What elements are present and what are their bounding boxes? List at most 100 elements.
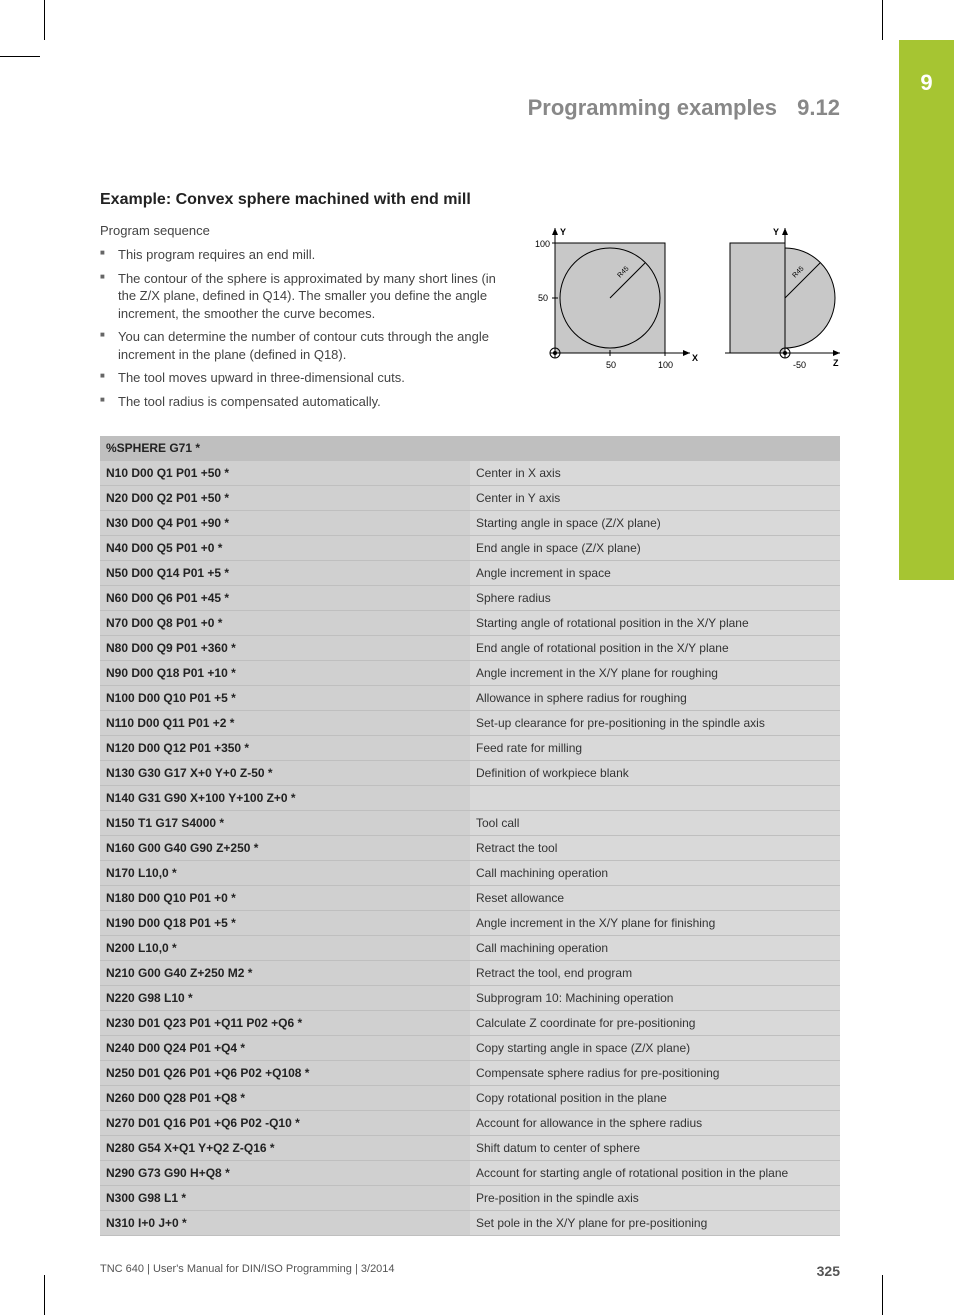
list-item: The tool radius is compensated automatic… <box>100 393 500 411</box>
header-section: 9.12 <box>797 95 840 120</box>
table-row: N80 D00 Q9 P01 +360 *End angle of rotati… <box>100 636 840 661</box>
code-cell: N40 D00 Q5 P01 +0 * <box>100 536 470 561</box>
table-row: N230 D01 Q23 P01 +Q11 P02 +Q6 *Calculate… <box>100 1011 840 1036</box>
table-row: N250 D01 Q26 P01 +Q6 P02 +Q108 *Compensa… <box>100 1061 840 1086</box>
desc-cell: Calculate Z coordinate for pre-positioni… <box>470 1011 840 1036</box>
desc-cell: Allowance in sphere radius for roughing <box>470 686 840 711</box>
desc-cell: Sphere radius <box>470 586 840 611</box>
page-number: 325 <box>817 1263 840 1279</box>
page-header: Programming examples 9.12 <box>100 95 840 121</box>
list-item: The contour of the sphere is approximate… <box>100 270 500 323</box>
table-row: N70 D00 Q8 P01 +0 *Starting angle of rot… <box>100 611 840 636</box>
crop-mark <box>44 1275 45 1315</box>
desc-cell: Account for allowance in the sphere radi… <box>470 1111 840 1136</box>
table-row: N170 L10,0 *Call machining operation <box>100 861 840 886</box>
table-row: N110 D00 Q11 P01 +2 *Set-up clearance fo… <box>100 711 840 736</box>
code-cell: N130 G30 G17 X+0 Y+0 Z-50 * <box>100 761 470 786</box>
table-row: N260 D00 Q28 P01 +Q8 *Copy rotational po… <box>100 1086 840 1111</box>
code-cell: N50 D00 Q14 P01 +5 * <box>100 561 470 586</box>
code-cell: N170 L10,0 * <box>100 861 470 886</box>
desc-cell: Center in X axis <box>470 461 840 486</box>
desc-cell: Set pole in the X/Y plane for pre-positi… <box>470 1211 840 1236</box>
desc-cell: Shift datum to center of sphere <box>470 1136 840 1161</box>
code-cell: N250 D01 Q26 P01 +Q6 P02 +Q108 * <box>100 1061 470 1086</box>
desc-cell: Copy starting angle in space (Z/X plane) <box>470 1036 840 1061</box>
svg-text:100: 100 <box>535 239 550 249</box>
desc-cell: Retract the tool <box>470 836 840 861</box>
table-row: N60 D00 Q6 P01 +45 *Sphere radius <box>100 586 840 611</box>
code-cell: N310 I+0 J+0 * <box>100 1211 470 1236</box>
crop-mark <box>882 0 883 40</box>
table-row: N10 D00 Q1 P01 +50 *Center in X axis <box>100 461 840 486</box>
code-cell: N260 D00 Q28 P01 +Q8 * <box>100 1086 470 1111</box>
chapter-number: 9 <box>920 70 932 95</box>
code-cell: N160 G00 G40 G90 Z+250 * <box>100 836 470 861</box>
table-row: N270 D01 Q16 P01 +Q6 P02 -Q10 *Account f… <box>100 1111 840 1136</box>
svg-text:-50: -50 <box>793 360 806 370</box>
desc-cell: Angle increment in space <box>470 561 840 586</box>
chapter-tab: 9 <box>899 40 954 580</box>
svg-text:100: 100 <box>658 360 673 370</box>
table-row: N50 D00 Q14 P01 +5 *Angle increment in s… <box>100 561 840 586</box>
table-row: N40 D00 Q5 P01 +0 *End angle in space (Z… <box>100 536 840 561</box>
desc-cell: Subprogram 10: Machining operation <box>470 986 840 1011</box>
desc-cell: Angle increment in the X/Y plane for rou… <box>470 661 840 686</box>
code-cell: N110 D00 Q11 P01 +2 * <box>100 711 470 736</box>
code-cell: N150 T1 G17 S4000 * <box>100 811 470 836</box>
desc-cell: End angle in space (Z/X plane) <box>470 536 840 561</box>
table-row: N140 G31 G90 X+100 Y+100 Z+0 * <box>100 786 840 811</box>
table-row: N210 G00 G40 Z+250 M2 *Retract the tool,… <box>100 961 840 986</box>
table-row: N160 G00 G40 G90 Z+250 *Retract the tool <box>100 836 840 861</box>
table-row: N130 G30 G17 X+0 Y+0 Z-50 *Definition of… <box>100 761 840 786</box>
list-item: The tool moves upward in three-dimension… <box>100 369 500 387</box>
desc-cell <box>470 436 840 461</box>
desc-cell: Pre-position in the spindle axis <box>470 1186 840 1211</box>
svg-text:Z: Z <box>833 358 839 368</box>
desc-cell: Set-up clearance for pre-positioning in … <box>470 711 840 736</box>
code-cell: N290 G73 G90 H+Q8 * <box>100 1161 470 1186</box>
code-cell: N30 D00 Q4 P01 +90 * <box>100 511 470 536</box>
code-cell: N80 D00 Q9 P01 +360 * <box>100 636 470 661</box>
code-cell: N200 L10,0 * <box>100 936 470 961</box>
table-row: N30 D00 Q4 P01 +90 *Starting angle in sp… <box>100 511 840 536</box>
list-item: You can determine the number of contour … <box>100 328 500 363</box>
code-cell: N230 D01 Q23 P01 +Q11 P02 +Q6 * <box>100 1011 470 1036</box>
code-cell: N20 D00 Q2 P01 +50 * <box>100 486 470 511</box>
crop-mark <box>882 1275 883 1315</box>
page-footer: TNC 640 | User's Manual for DIN/ISO Prog… <box>100 1263 840 1279</box>
desc-cell: Feed rate for milling <box>470 736 840 761</box>
table-row: N20 D00 Q2 P01 +50 *Center in Y axis <box>100 486 840 511</box>
desc-cell: Angle increment in the X/Y plane for fin… <box>470 911 840 936</box>
code-cell: N220 G98 L10 * <box>100 986 470 1011</box>
code-cell: N190 D00 Q18 P01 +5 * <box>100 911 470 936</box>
desc-cell: Reset allowance <box>470 886 840 911</box>
svg-text:Y: Y <box>560 227 566 237</box>
desc-cell: Compensate sphere radius for pre-positio… <box>470 1061 840 1086</box>
desc-cell: Retract the tool, end program <box>470 961 840 986</box>
table-row: N200 L10,0 *Call machining operation <box>100 936 840 961</box>
footer-text: TNC 640 | User's Manual for DIN/ISO Prog… <box>100 1263 395 1279</box>
code-cell: N90 D00 Q18 P01 +10 * <box>100 661 470 686</box>
code-cell: N180 D00 Q10 P01 +0 * <box>100 886 470 911</box>
desc-cell: Definition of workpiece blank <box>470 761 840 786</box>
code-cell: %SPHERE G71 * <box>100 436 470 461</box>
code-table: %SPHERE G71 *N10 D00 Q1 P01 +50 *Center … <box>100 436 840 1236</box>
code-cell: N140 G31 G90 X+100 Y+100 Z+0 * <box>100 786 470 811</box>
code-cell: N240 D00 Q24 P01 +Q4 * <box>100 1036 470 1061</box>
table-row: N290 G73 G90 H+Q8 *Account for starting … <box>100 1161 840 1186</box>
svg-text:Y: Y <box>773 227 779 237</box>
page-content: Programming examples 9.12 Example: Conve… <box>100 95 840 1236</box>
table-row: N220 G98 L10 *Subprogram 10: Machining o… <box>100 986 840 1011</box>
table-row: N120 D00 Q12 P01 +350 *Feed rate for mil… <box>100 736 840 761</box>
desc-cell <box>470 786 840 811</box>
header-title: Programming examples <box>528 95 777 120</box>
table-row: %SPHERE G71 * <box>100 436 840 461</box>
sequence-label: Program sequence <box>100 223 500 238</box>
table-row: N150 T1 G17 S4000 *Tool call <box>100 811 840 836</box>
code-cell: N70 D00 Q8 P01 +0 * <box>100 611 470 636</box>
table-row: N90 D00 Q18 P01 +10 *Angle increment in … <box>100 661 840 686</box>
desc-cell: End angle of rotational position in the … <box>470 636 840 661</box>
desc-cell: Tool call <box>470 811 840 836</box>
table-row: N280 G54 X+Q1 Y+Q2 Z-Q16 *Shift datum to… <box>100 1136 840 1161</box>
svg-text:50: 50 <box>538 293 548 303</box>
